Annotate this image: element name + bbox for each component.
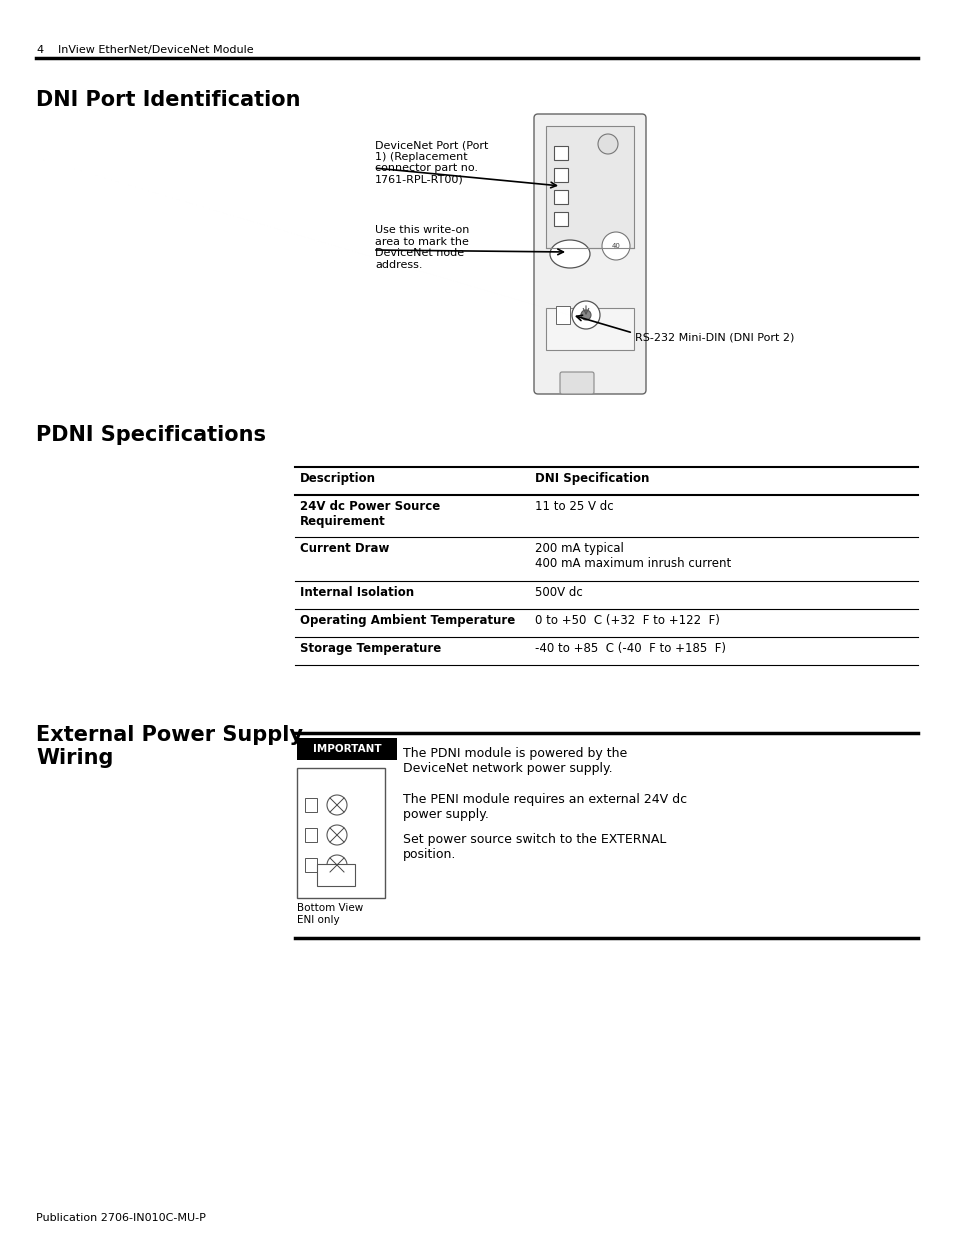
Circle shape	[327, 795, 347, 815]
Text: RS-232 Mini-DIN (DNI Port 2): RS-232 Mini-DIN (DNI Port 2)	[635, 332, 794, 342]
Bar	[554, 168, 567, 182]
Text: Storage Temperature: Storage Temperature	[299, 642, 441, 655]
Ellipse shape	[550, 240, 589, 268]
Text: Set power source switch to the EXTERNAL
position.: Set power source switch to the EXTERNAL …	[402, 832, 666, 861]
Text: 24V dc Power Source
Requirement: 24V dc Power Source Requirement	[299, 500, 439, 529]
Text: Description: Description	[299, 472, 375, 485]
Text: DNI Port Identification: DNI Port Identification	[36, 90, 300, 110]
Bar	[545, 126, 634, 248]
Bar	[554, 212, 567, 226]
FancyBboxPatch shape	[534, 114, 645, 394]
Text: InView EtherNet/DeviceNet Module: InView EtherNet/DeviceNet Module	[58, 44, 253, 56]
Text: 40: 40	[611, 243, 619, 249]
Bar	[305, 798, 316, 811]
Circle shape	[327, 855, 347, 876]
Circle shape	[580, 310, 590, 320]
Text: DNI Specification: DNI Specification	[535, 472, 649, 485]
Text: 200 mA typical
400 mA maximum inrush current: 200 mA typical 400 mA maximum inrush cur…	[535, 542, 731, 571]
Circle shape	[598, 135, 618, 154]
Text: The PDNI module is powered by the
DeviceNet network power supply.: The PDNI module is powered by the Device…	[402, 747, 626, 776]
Bar	[545, 308, 634, 350]
FancyBboxPatch shape	[559, 372, 594, 394]
Text: Publication 2706-IN010C-MU-P: Publication 2706-IN010C-MU-P	[36, 1213, 206, 1223]
Bar	[556, 306, 569, 324]
Text: 4: 4	[36, 44, 43, 56]
Bar	[305, 827, 316, 842]
Text: DeviceNet Port (Port
1) (Replacement
connector part no.
1761-RPL-RT00): DeviceNet Port (Port 1) (Replacement con…	[375, 140, 488, 185]
Bar	[554, 190, 567, 204]
Text: The PENI module requires an external 24V dc
power supply.: The PENI module requires an external 24V…	[402, 793, 686, 821]
Bar	[316, 864, 355, 885]
Text: IMPORTANT: IMPORTANT	[313, 743, 381, 755]
Text: Internal Isolation: Internal Isolation	[299, 585, 414, 599]
Text: External Power Supply
Wiring: External Power Supply Wiring	[36, 725, 303, 768]
Text: 11 to 25 V dc: 11 to 25 V dc	[535, 500, 613, 513]
Text: 0 to +50  C (+32  F to +122  F): 0 to +50 C (+32 F to +122 F)	[535, 614, 720, 627]
Circle shape	[327, 825, 347, 845]
Circle shape	[601, 232, 629, 261]
Circle shape	[572, 301, 599, 329]
Text: 500V dc: 500V dc	[535, 585, 582, 599]
Text: Use this write-on
area to mark the
DeviceNet node
address.: Use this write-on area to mark the Devic…	[375, 225, 469, 269]
Text: Bottom View
ENI only: Bottom View ENI only	[296, 903, 363, 925]
Text: PDNI Specifications: PDNI Specifications	[36, 425, 266, 445]
Bar	[296, 739, 396, 760]
Text: Operating Ambient Temperature: Operating Ambient Temperature	[299, 614, 515, 627]
Text: Current Draw: Current Draw	[299, 542, 389, 555]
Bar	[554, 146, 567, 161]
Text: -40 to +85  C (-40  F to +185  F): -40 to +85 C (-40 F to +185 F)	[535, 642, 725, 655]
Bar	[296, 768, 385, 898]
Bar	[305, 858, 316, 872]
